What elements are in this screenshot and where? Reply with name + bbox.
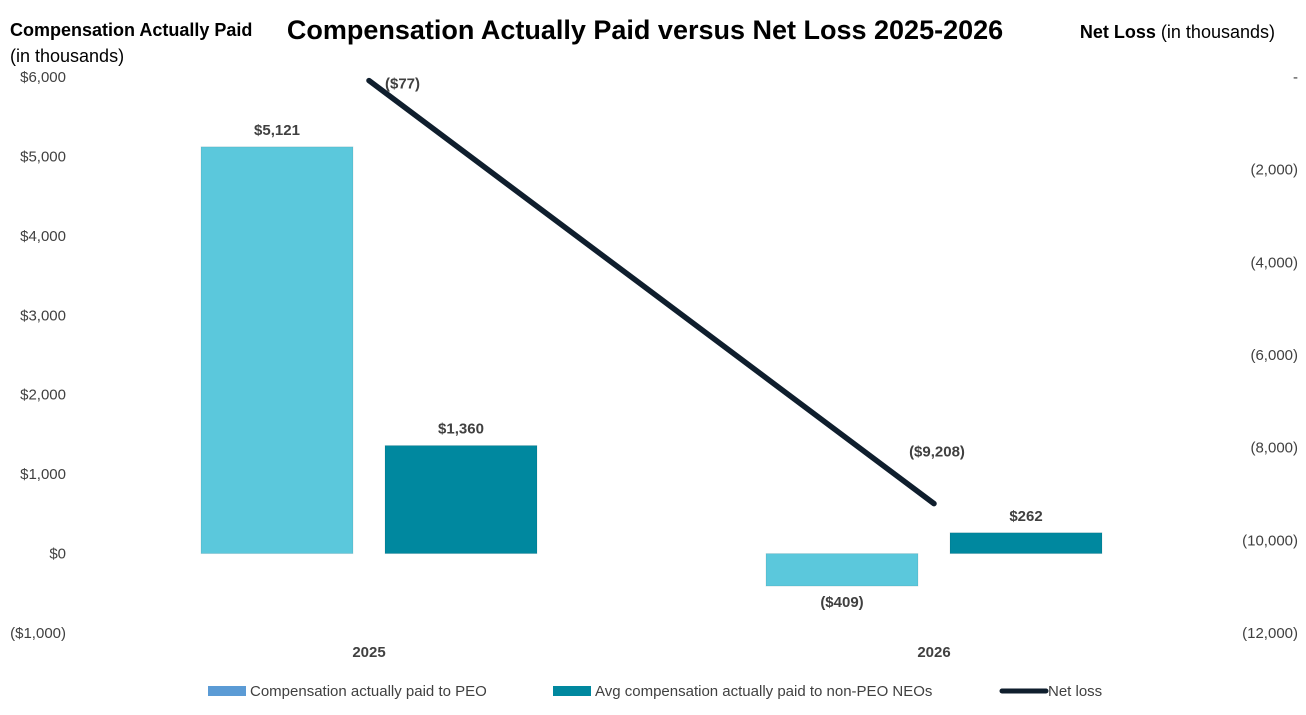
legend-label: Compensation actually paid to PEO xyxy=(250,683,487,700)
left-tick-label: $6,000 xyxy=(20,69,66,86)
legend-swatch xyxy=(553,686,591,696)
data-label-non-peo: $1,360 xyxy=(438,421,484,438)
data-label-non-peo: $262 xyxy=(1009,508,1042,525)
category-labels: 2025 2026 xyxy=(352,644,950,661)
category-label: 2025 xyxy=(352,644,385,661)
data-labels: $5,121 ($409) $1,360 $262 ($77) ($9,208) xyxy=(254,76,1043,611)
left-tick-label: $0 xyxy=(49,546,66,563)
left-axis-label-bold: Compensation Actually Paid xyxy=(10,20,252,40)
bars xyxy=(200,146,1103,587)
bar-2026-peo xyxy=(765,553,919,587)
right-axis-label-bold: Net Loss xyxy=(1080,22,1156,42)
right-tick-label: (6,000) xyxy=(1250,347,1298,364)
right-tick-label: (8,000) xyxy=(1250,440,1298,457)
category-label: 2026 xyxy=(917,644,950,661)
left-axis-label-units: (in thousands) xyxy=(10,46,124,66)
net-loss-label: ($77) xyxy=(385,76,420,93)
right-tick-label: (10,000) xyxy=(1242,532,1298,549)
left-tick-label: ($1,000) xyxy=(10,625,66,642)
bar-2026-non-peo xyxy=(949,532,1103,555)
chart-title: Compensation Actually Paid versus Net Lo… xyxy=(287,15,1003,45)
left-tick-label: $3,000 xyxy=(20,307,66,324)
left-tick-label: $5,000 xyxy=(20,148,66,165)
net-loss-line-layer xyxy=(366,77,937,507)
right-tick-label: (4,000) xyxy=(1250,254,1298,271)
legend-label: Net loss xyxy=(1048,683,1102,700)
legend-label: Avg compensation actually paid to non-PE… xyxy=(595,683,932,700)
data-label-peo: $5,121 xyxy=(254,122,300,139)
left-axis-label: Compensation Actually Paid xyxy=(10,20,252,40)
net-loss-line xyxy=(366,77,937,507)
left-tick-label: $1,000 xyxy=(20,466,66,483)
data-label-peo: ($409) xyxy=(820,594,863,611)
right-axis-label: Net Loss (in thousands) xyxy=(1080,22,1275,42)
legend-swatch xyxy=(208,686,246,696)
legend: Compensation actually paid to PEO Avg com… xyxy=(208,683,1102,700)
bar-2025-non-peo xyxy=(384,445,538,555)
right-axis-label-units: (in thousands) xyxy=(1161,22,1275,42)
right-tick-label: (12,000) xyxy=(1242,625,1298,642)
left-tick-label: $2,000 xyxy=(20,387,66,404)
left-tick-label: $4,000 xyxy=(20,228,66,245)
net-loss-label: ($9,208) xyxy=(909,444,965,461)
right-tick-label: (2,000) xyxy=(1250,162,1298,179)
bar-2025-peo xyxy=(200,146,354,555)
right-axis-ticks: - (2,000) (4,000) (6,000) (8,000) (10,000) (12… xyxy=(1242,69,1298,642)
right-tick-label: - xyxy=(1293,69,1298,86)
left-axis-ticks: $6,000 $5,000 $4,000 $3,000 $2,000 $1,000 $0 ($… xyxy=(10,69,66,642)
